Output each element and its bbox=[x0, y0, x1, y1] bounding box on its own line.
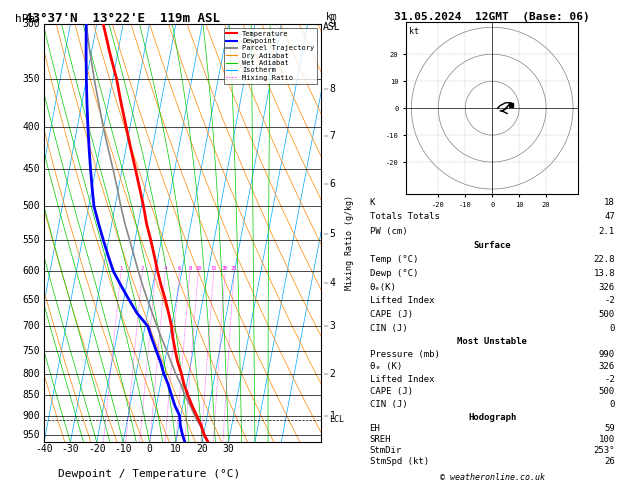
Text: 850: 850 bbox=[22, 390, 40, 400]
Text: 18: 18 bbox=[604, 198, 615, 207]
Text: 1: 1 bbox=[120, 266, 123, 271]
Text: 6: 6 bbox=[330, 179, 335, 189]
Text: 8: 8 bbox=[188, 266, 192, 271]
Text: 326: 326 bbox=[599, 362, 615, 371]
Text: Mixing Ratio (g/kg): Mixing Ratio (g/kg) bbox=[345, 195, 353, 291]
Text: 4: 4 bbox=[330, 278, 335, 288]
Text: 8: 8 bbox=[330, 84, 335, 94]
Text: 4: 4 bbox=[164, 266, 167, 271]
Text: 26: 26 bbox=[604, 457, 615, 466]
Text: Most Unstable: Most Unstable bbox=[457, 337, 527, 346]
Text: 13.8: 13.8 bbox=[593, 269, 615, 278]
Text: 20: 20 bbox=[222, 266, 228, 271]
Text: 2: 2 bbox=[141, 266, 144, 271]
Text: 400: 400 bbox=[22, 122, 40, 132]
Text: CAPE (J): CAPE (J) bbox=[369, 387, 413, 397]
Text: 30: 30 bbox=[223, 444, 235, 454]
Text: 7: 7 bbox=[330, 131, 335, 140]
Text: 100: 100 bbox=[599, 435, 615, 444]
Text: km
ASL: km ASL bbox=[323, 12, 340, 32]
Text: 59: 59 bbox=[604, 424, 615, 433]
Text: 500: 500 bbox=[599, 310, 615, 319]
Text: θₑ(K): θₑ(K) bbox=[369, 283, 396, 292]
Text: 900: 900 bbox=[22, 411, 40, 420]
Text: StmDir: StmDir bbox=[369, 446, 402, 455]
Text: K: K bbox=[369, 198, 375, 207]
Text: © weatheronline.co.uk: © weatheronline.co.uk bbox=[440, 473, 545, 482]
Text: 3: 3 bbox=[154, 266, 157, 271]
Text: 20: 20 bbox=[196, 444, 208, 454]
Text: 326: 326 bbox=[599, 283, 615, 292]
Text: 253°: 253° bbox=[593, 446, 615, 455]
Text: 0: 0 bbox=[610, 324, 615, 333]
Text: 650: 650 bbox=[22, 295, 40, 305]
Text: Temp (°C): Temp (°C) bbox=[369, 255, 418, 264]
Text: EH: EH bbox=[369, 424, 381, 433]
Text: 3: 3 bbox=[330, 321, 335, 331]
Text: 750: 750 bbox=[22, 346, 40, 356]
Text: 950: 950 bbox=[22, 430, 40, 440]
Text: 550: 550 bbox=[22, 235, 40, 245]
Legend: Temperature, Dewpoint, Parcel Trajectory, Dry Adiabat, Wet Adiabat, Isotherm, Mi: Temperature, Dewpoint, Parcel Trajectory… bbox=[223, 28, 317, 84]
Text: -20: -20 bbox=[88, 444, 106, 454]
Text: 47: 47 bbox=[604, 212, 615, 221]
Text: SREH: SREH bbox=[369, 435, 391, 444]
Text: hPa: hPa bbox=[14, 14, 35, 24]
Text: 22.8: 22.8 bbox=[593, 255, 615, 264]
Text: CAPE (J): CAPE (J) bbox=[369, 310, 413, 319]
Text: -10: -10 bbox=[114, 444, 132, 454]
Text: 31.05.2024  12GMT  (Base: 06): 31.05.2024 12GMT (Base: 06) bbox=[394, 12, 590, 22]
Text: 43°37'N  13°22'E  119m ASL: 43°37'N 13°22'E 119m ASL bbox=[25, 12, 220, 25]
Text: Totals Totals: Totals Totals bbox=[369, 212, 440, 221]
Text: 300: 300 bbox=[22, 19, 40, 29]
Text: 5: 5 bbox=[330, 228, 335, 239]
Text: 990: 990 bbox=[599, 349, 615, 359]
Text: 1: 1 bbox=[330, 411, 335, 420]
Text: -30: -30 bbox=[62, 444, 79, 454]
Text: kt: kt bbox=[409, 27, 420, 36]
Text: Hodograph: Hodograph bbox=[468, 413, 516, 422]
Text: θₑ (K): θₑ (K) bbox=[369, 362, 402, 371]
Text: 10: 10 bbox=[170, 444, 182, 454]
Text: 25: 25 bbox=[231, 266, 238, 271]
Text: Dewp (°C): Dewp (°C) bbox=[369, 269, 418, 278]
Text: Dewpoint / Temperature (°C): Dewpoint / Temperature (°C) bbox=[58, 469, 240, 479]
Text: 2.1: 2.1 bbox=[599, 226, 615, 236]
Text: 350: 350 bbox=[22, 74, 40, 84]
Text: -2: -2 bbox=[604, 296, 615, 306]
Text: StmSpd (kt): StmSpd (kt) bbox=[369, 457, 428, 466]
Text: Lifted Index: Lifted Index bbox=[369, 375, 434, 384]
Text: 15: 15 bbox=[211, 266, 217, 271]
Text: -2: -2 bbox=[604, 375, 615, 384]
Text: CIN (J): CIN (J) bbox=[369, 400, 407, 409]
Text: LCL: LCL bbox=[330, 415, 345, 424]
Text: 0: 0 bbox=[610, 400, 615, 409]
Text: CIN (J): CIN (J) bbox=[369, 324, 407, 333]
Text: 500: 500 bbox=[599, 387, 615, 397]
Text: 700: 700 bbox=[22, 321, 40, 331]
Text: Pressure (mb): Pressure (mb) bbox=[369, 349, 440, 359]
Text: Lifted Index: Lifted Index bbox=[369, 296, 434, 306]
Text: 2: 2 bbox=[330, 369, 335, 379]
Text: 6: 6 bbox=[178, 266, 181, 271]
Text: PW (cm): PW (cm) bbox=[369, 226, 407, 236]
Text: 450: 450 bbox=[22, 164, 40, 174]
Text: 9: 9 bbox=[330, 19, 335, 29]
Text: Surface: Surface bbox=[474, 242, 511, 250]
Text: 800: 800 bbox=[22, 369, 40, 379]
Text: 10: 10 bbox=[195, 266, 201, 271]
Text: 600: 600 bbox=[22, 266, 40, 276]
Text: 0: 0 bbox=[147, 444, 152, 454]
Text: 500: 500 bbox=[22, 201, 40, 211]
Text: -40: -40 bbox=[35, 444, 53, 454]
